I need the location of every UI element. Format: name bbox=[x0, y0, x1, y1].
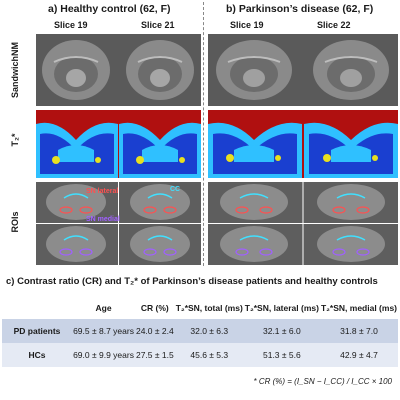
cell-cr: 27.5 ± 1.5 bbox=[135, 350, 174, 360]
cell-age: 69.0 ± 9.9 years bbox=[73, 350, 134, 360]
roi-images-parkinson bbox=[208, 182, 398, 265]
table-header-blank bbox=[2, 297, 72, 319]
cell-t2-lateral: 51.3 ± 5.6 bbox=[262, 350, 301, 360]
table-header-t2-lateral: T₂*SN, lateral (ms) bbox=[244, 303, 319, 313]
cell-t2-lateral: 32.1 ± 6.0 bbox=[262, 326, 301, 336]
t2star-map-healthy bbox=[36, 110, 201, 178]
roi-label-sn-lateral: SN lateral bbox=[86, 188, 119, 195]
row-label-sandwich: SandwichNM bbox=[10, 41, 20, 98]
cell-t2-total: 32.0 ± 6.3 bbox=[190, 326, 229, 336]
cell-t2-total: 45.6 ± 5.3 bbox=[190, 350, 229, 360]
table-header-cr: CR (%) bbox=[140, 303, 169, 313]
cr-formula: * CR (%) = (I_SN − I_CC) / I_CC × 100 bbox=[253, 377, 393, 386]
roi-label-sn-medial: SN medial bbox=[86, 216, 120, 223]
sandwich-image-healthy bbox=[36, 34, 201, 106]
cell-cr: 24.0 ± 2.4 bbox=[135, 326, 174, 336]
cell-t2-medial: 42.9 ± 4.7 bbox=[340, 350, 378, 360]
row-label-hc: HCs bbox=[28, 350, 46, 360]
cell-age: 69.5 ± 8.7 years bbox=[73, 326, 134, 336]
table-header-t2-total: T₂*SN, total (ms) bbox=[175, 303, 243, 313]
results-table: Age CR (%) T₂*SN, total (ms) T₂*SN, late… bbox=[2, 297, 398, 367]
table-header-t2-medial: T₂*SN, medial (ms) bbox=[320, 303, 397, 313]
cell-t2-medial: 31.8 ± 7.0 bbox=[340, 326, 378, 336]
table-header-row: Age CR (%) T₂*SN, total (ms) T₂*SN, late… bbox=[2, 297, 398, 319]
row-label-rois: ROIs bbox=[10, 211, 20, 233]
roi-images-healthy bbox=[36, 182, 201, 265]
t2star-map-parkinson bbox=[208, 110, 398, 178]
panel-divider bbox=[203, 2, 204, 266]
row-label-pd: PD patients bbox=[13, 326, 61, 336]
sandwich-image-parkinson bbox=[208, 34, 398, 106]
panel-b-title: b) Parkinson’s disease (62, F) bbox=[226, 3, 374, 15]
panel-c-title: c) Contrast ratio (CR) and T₂* of Parkin… bbox=[6, 276, 378, 287]
table-header-age: Age bbox=[95, 303, 112, 313]
panel-a-title: a) Healthy control (62, F) bbox=[48, 3, 171, 15]
panel-b-slice-left: Slice 19 bbox=[230, 20, 264, 30]
panel-a-slice-right: Slice 21 bbox=[141, 20, 175, 30]
table-row: HCs 69.0 ± 9.9 years 27.5 ± 1.5 45.6 ± 5… bbox=[2, 343, 398, 367]
table-row: PD patients 69.5 ± 8.7 years 24.0 ± 2.4 … bbox=[2, 319, 398, 343]
panel-a-slice-left: Slice 19 bbox=[54, 20, 88, 30]
row-label-t2star: T₂* bbox=[10, 133, 20, 147]
roi-label-cc: CC bbox=[170, 186, 181, 193]
panel-b-slice-right: Slice 22 bbox=[317, 20, 351, 30]
